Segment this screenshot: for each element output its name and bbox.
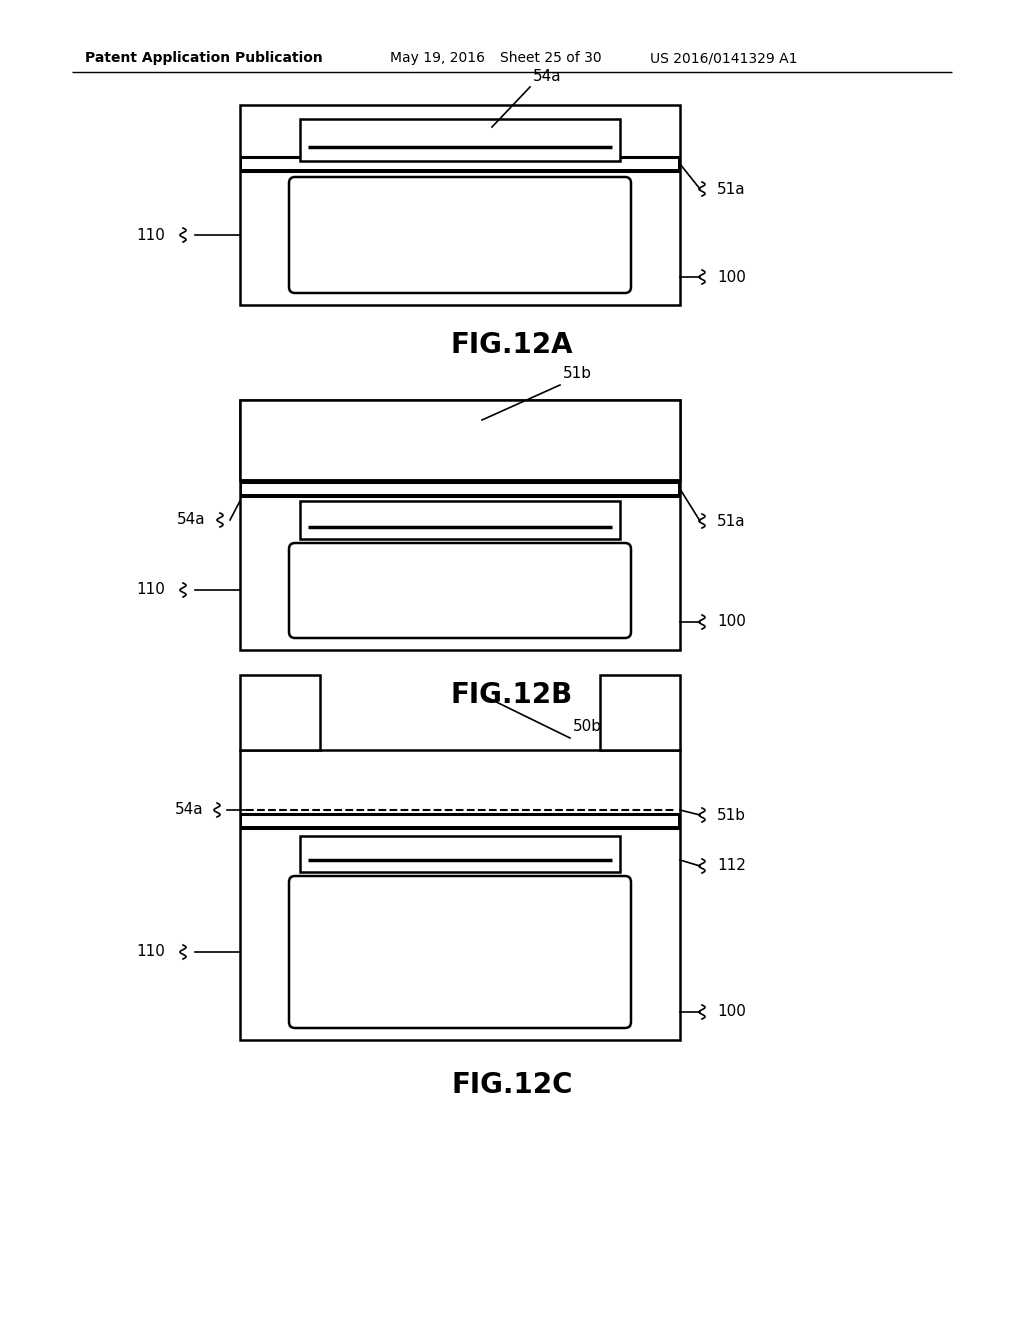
Bar <box>600 675 680 750</box>
Bar <box>240 814 680 828</box>
Bar <box>240 400 680 480</box>
Bar <box>300 836 620 873</box>
Text: Sheet 25 of 30: Sheet 25 of 30 <box>500 51 602 65</box>
Text: FIG.12A: FIG.12A <box>451 331 573 359</box>
Text: 100: 100 <box>717 1005 745 1019</box>
Text: 100: 100 <box>717 269 745 285</box>
Text: 54a: 54a <box>177 512 206 528</box>
Bar <box>240 482 680 496</box>
Text: 110: 110 <box>136 945 165 960</box>
Bar <box>242 158 678 169</box>
Bar <box>240 106 680 305</box>
Text: 51a: 51a <box>717 181 745 197</box>
FancyBboxPatch shape <box>289 177 631 293</box>
Text: FIG.12B: FIG.12B <box>451 681 573 709</box>
FancyBboxPatch shape <box>289 543 631 638</box>
Text: 110: 110 <box>136 582 165 598</box>
Text: 51b: 51b <box>717 808 746 822</box>
Text: US 2016/0141329 A1: US 2016/0141329 A1 <box>650 51 798 65</box>
Bar <box>240 157 680 172</box>
Text: 51b: 51b <box>563 366 592 381</box>
Text: Patent Application Publication: Patent Application Publication <box>85 51 323 65</box>
Bar <box>242 484 678 494</box>
Text: May 19, 2016: May 19, 2016 <box>390 51 485 65</box>
Text: 54a: 54a <box>174 803 203 817</box>
Bar <box>240 675 319 750</box>
Bar <box>240 750 680 1040</box>
Text: 110: 110 <box>136 227 165 243</box>
Text: FIG.12C: FIG.12C <box>452 1071 572 1100</box>
FancyBboxPatch shape <box>289 876 631 1028</box>
Text: 50b: 50b <box>573 719 602 734</box>
Bar <box>240 400 680 649</box>
Bar <box>242 816 678 826</box>
Text: 51a: 51a <box>717 513 745 528</box>
Bar <box>300 502 620 539</box>
Text: 112: 112 <box>717 858 745 874</box>
Bar <box>300 119 620 161</box>
Text: 54a: 54a <box>534 69 561 84</box>
Text: 100: 100 <box>717 615 745 630</box>
